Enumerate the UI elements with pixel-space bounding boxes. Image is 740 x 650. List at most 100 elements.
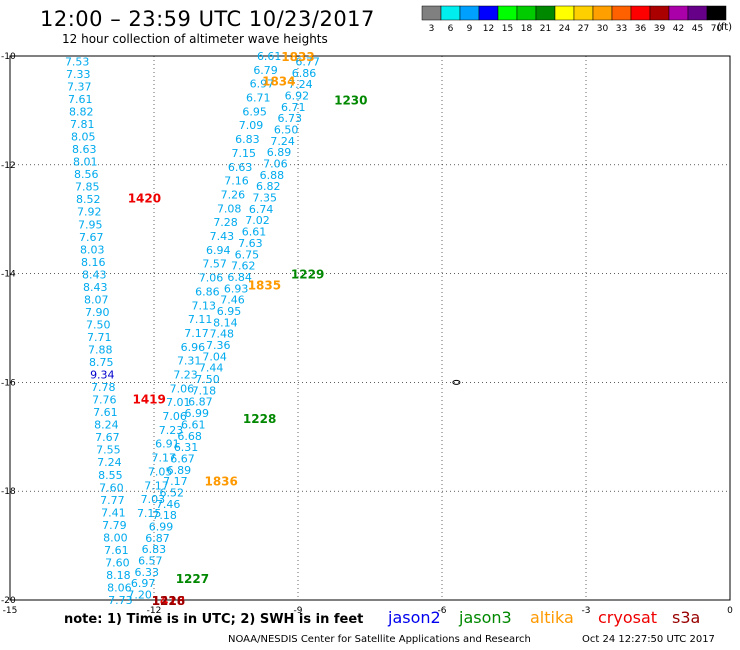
swh-value-1420: 7.92 [77,206,102,219]
scale-swatch [440,5,461,21]
scale-swatch [687,5,708,21]
swh-value-1420: 7.73 [108,594,133,607]
scale-label: 6 [448,24,454,34]
map-title: 12:00 – 23:59 UTC 10/23/2017 [40,7,375,31]
swh-value-1833: 7.62 [231,260,256,273]
swh-value-1420: 7.81 [70,118,95,131]
legend-jason3: jason3 [459,608,512,627]
swh-value-1833: 6.31 [174,441,199,454]
swh-value-1230: 7.17 [184,327,209,340]
scale-swatch [706,5,727,21]
swh-value-1230: 7.23 [159,424,184,437]
pass-label-1834: 1834 [262,74,295,88]
x-tick-label: -6 [438,606,447,616]
swh-value-1833: 6.50 [274,123,299,136]
swh-value-1230: 7.43 [210,230,235,243]
swh-value-1833: 7.50 [195,373,220,386]
swh-value-1420: 7.95 [78,218,103,231]
swh-value-1230: 6.97 [250,78,275,91]
swh-value-1230: 6.96 [181,341,206,354]
swh-value-1833: 6.75 [235,248,260,261]
swh-value-1230: 7.57 [202,258,227,271]
swh-value-1420: 7.77 [100,494,125,507]
swh-value-1420: 7.78 [91,381,116,394]
swh-value-1420: 8.52 [76,193,101,206]
swh-value-1833: 6.89 [267,146,292,159]
swh-value-1230: 7.31 [177,355,202,368]
pass-label-1419: 1419 [132,393,165,407]
swh-value-1420: 8.07 [84,293,109,306]
legend-s3a: s3a [672,608,701,627]
swh-value-1230: 6.86 [195,285,220,298]
scale-swatch [592,5,613,21]
swh-value-1230: 6.71 [246,92,271,105]
scale-swatch [497,5,518,21]
swh-value-1420: 7.60 [99,481,124,494]
swh-value-1833: 6.86 [292,67,317,80]
scale-swatch [573,5,594,21]
swh-value-1420: 8.55 [98,469,123,482]
swh-value-1420: 7.37 [67,80,92,93]
swh-value-1833: 7.18 [192,384,217,397]
swh-value-1420: 8.18 [106,569,131,582]
scale-swatch [554,5,575,21]
swh-value-1833: 7.24 [288,78,313,91]
swh-value-1833: 6.67 [170,452,195,465]
scale-label: 9 [467,24,473,34]
swh-value-1420: 7.53 [65,55,90,68]
swh-value-1833: 6.95 [217,305,242,318]
swh-value-1833: 7.44 [199,362,224,375]
swh-value-1230: 7.11 [188,313,213,326]
legend-altika: altika [530,608,574,627]
swh-value-1833: 6.92 [285,89,310,102]
swh-value-1230: 6.91 [155,438,180,451]
swh-value-1230: 7.17 [151,452,176,465]
swh-value-1230: 7.06 [170,382,195,395]
swh-value-1833: 7.06 [263,158,288,171]
swh-value-1230: 7.05 [148,465,173,478]
swh-value-1230: 7.08 [217,202,242,215]
scale-label: 15 [502,24,513,34]
swh-value-1833: 6.87 [145,532,170,545]
pass-label-1228: 1228 [243,412,276,426]
swh-value-1833: 6.93 [224,282,249,295]
swh-value-1833: 6.87 [188,396,213,409]
swh-value-1833: 6.33 [134,566,159,579]
swh-value-1833: 6.82 [256,180,281,193]
y-tick-label: -18 [1,487,16,497]
swh-value-1833: 6.52 [160,486,185,499]
swh-value-1420: 7.67 [95,431,120,444]
scale-swatch [668,5,689,21]
scale-label: 21 [540,24,551,34]
legend-cryosat: cryosat [598,608,658,627]
swh-value-1833: 7.46 [156,498,181,511]
swh-value-1833: 6.68 [177,430,202,443]
swh-value-1230: 6.83 [235,133,260,146]
swh-value-1833: 6.84 [227,271,252,284]
swh-value-1230: 6.61 [257,50,282,63]
scale-label: 18 [521,24,533,34]
pass-label-1227: 1227 [176,572,209,586]
swh-value-1420: 8.05 [71,131,96,144]
swh-value-1420: 7.85 [75,181,100,194]
swh-value-1420: 8.63 [72,143,97,156]
note-text: note: 1) Time is in UTC; 2) SWH is in fe… [64,612,364,627]
pass-label-1833: 1833 [281,50,314,64]
swh-value-1833: 6.77 [295,55,320,68]
scale-swatch [535,5,556,21]
swh-value-1420: 7.24 [97,456,122,469]
scale-label: 42 [673,24,684,34]
scale-label: 36 [635,24,647,34]
swh-value-1420: 8.43 [83,281,108,294]
swh-value-1833: 6.61 [242,226,267,239]
swh-value-1833: 7.18 [152,509,177,522]
y-tick-label: -14 [1,270,16,280]
scale-label: 12 [483,24,494,34]
swh-value-1833: 7.20 [127,589,152,602]
swh-value-1420: 7.61 [93,406,118,419]
swh-value-1420: 8.06 [107,581,132,594]
swh-value-1833: 7.04 [202,350,227,363]
swh-value-1833: 7.63 [238,237,263,250]
